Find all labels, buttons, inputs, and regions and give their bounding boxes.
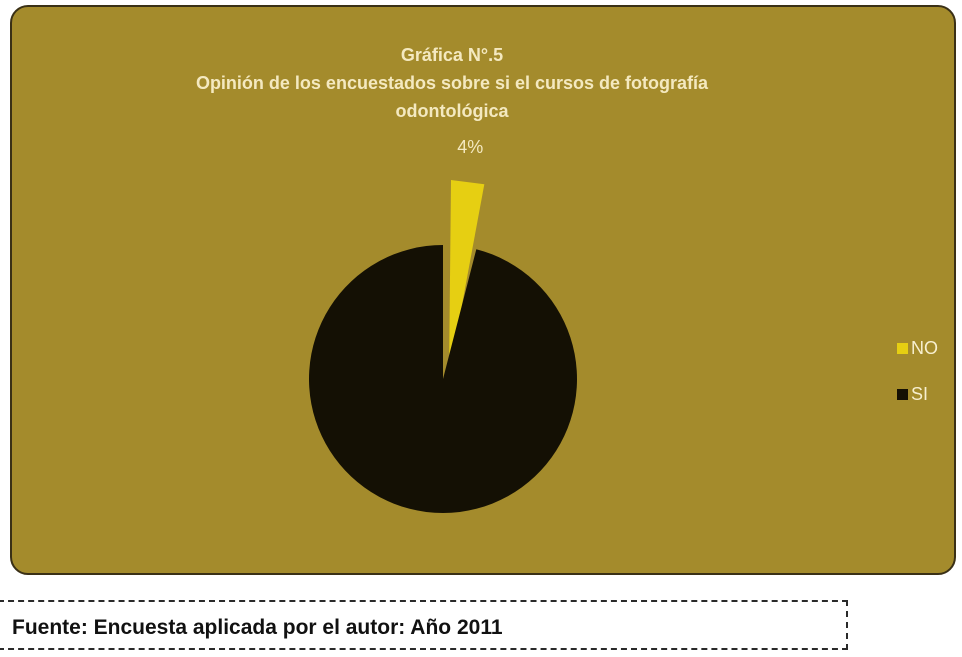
legend-swatch-si: [897, 388, 908, 400]
chart-title-line-3: odontológica: [395, 101, 509, 121]
chart-title-line-1: Gráfica N°.5: [400, 45, 504, 65]
legend-swatch-no: [897, 342, 908, 354]
legend-label-no: NO: [911, 337, 938, 358]
data-label-no: 4%: [457, 137, 483, 157]
chart-title: Gráfica N°.5 Opinión de los encuestados …: [112, 41, 792, 125]
pie-chart: 4%: [309, 137, 577, 513]
pie-slice-si: [309, 244, 577, 513]
chart-title-line-2: Opinión de los encuestados sobre si el c…: [195, 73, 709, 93]
legend: NO SI: [897, 325, 938, 417]
source-box: Fuente: Encuesta aplicada por el autor: …: [0, 600, 848, 650]
source-text: Fuente: Encuesta aplicada por el autor: …: [12, 616, 503, 639]
legend-item-no: NO: [897, 325, 938, 371]
legend-item-si: SI: [897, 371, 938, 417]
legend-label-si: SI: [911, 383, 929, 404]
chart-frame: Gráfica N°.5 Opinión de los encuestados …: [10, 5, 956, 575]
